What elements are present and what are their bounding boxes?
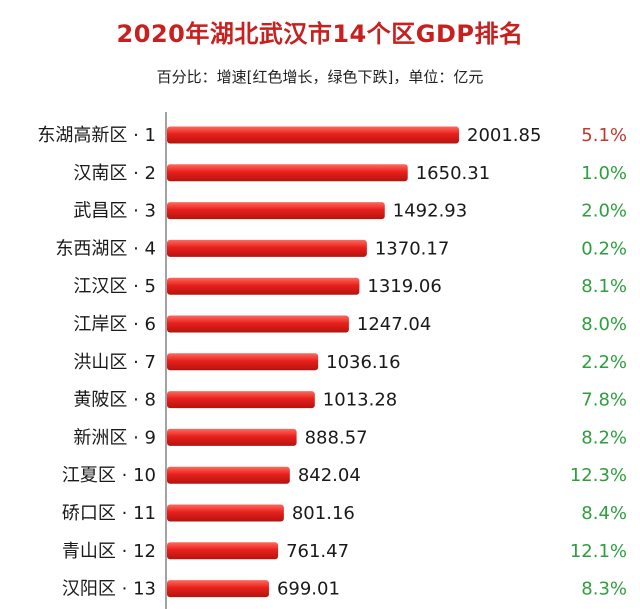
category-label: 新洲区 · 9 xyxy=(73,427,156,448)
value-label: 761.47 xyxy=(286,541,349,562)
chart-subtitle: 百分比：增速[红色增长，绿色下跌]，单位：亿元 xyxy=(156,68,484,86)
growth-label: 0.2% xyxy=(581,238,627,259)
category-label: 江汉区 · 5 xyxy=(73,276,156,297)
category-label: 东湖高新区 · 1 xyxy=(37,125,156,146)
value-label: 1370.17 xyxy=(375,238,449,259)
category-label: 江岸区 · 6 xyxy=(73,314,156,335)
category-label: 东西湖区 · 4 xyxy=(55,238,156,259)
category-label: 硚口区 · 11 xyxy=(62,503,156,524)
value-label: 1492.93 xyxy=(393,201,467,222)
bar xyxy=(167,239,367,257)
growth-label: 8.0% xyxy=(581,314,627,335)
value-label: 888.57 xyxy=(305,427,368,448)
value-label: 1036.16 xyxy=(326,352,400,373)
growth-label: 5.1% xyxy=(581,125,627,146)
value-label: 1247.04 xyxy=(357,314,431,335)
category-label: 汉南区 · 2 xyxy=(73,163,156,184)
growth-label: 8.2% xyxy=(581,427,627,448)
value-label: 1013.28 xyxy=(323,390,397,411)
bar xyxy=(167,353,319,371)
growth-label: 1.0% xyxy=(581,163,627,184)
bar xyxy=(167,428,297,446)
category-label: 洪山区 · 7 xyxy=(73,352,156,373)
growth-label: 7.8% xyxy=(581,390,627,411)
value-label: 801.16 xyxy=(292,503,355,524)
value-label: 1650.31 xyxy=(416,163,490,184)
bar xyxy=(167,504,284,522)
bar xyxy=(167,580,269,598)
bar xyxy=(167,542,279,560)
bar xyxy=(167,315,349,333)
growth-label: 12.1% xyxy=(570,541,627,562)
growth-label: 12.3% xyxy=(570,465,627,486)
bar xyxy=(167,277,360,295)
category-label: 汉阳区 · 13 xyxy=(62,579,156,600)
value-label: 1319.06 xyxy=(367,276,441,297)
growth-label: 2.2% xyxy=(581,352,627,373)
bar xyxy=(167,164,408,182)
bar xyxy=(167,126,459,144)
value-label: 842.04 xyxy=(298,465,361,486)
growth-label: 8.4% xyxy=(581,503,627,524)
category-label: 武昌区 · 3 xyxy=(73,201,156,222)
bar xyxy=(167,466,290,484)
category-label: 黄陂区 · 8 xyxy=(73,390,156,411)
value-label: 699.01 xyxy=(277,579,340,600)
category-label: 青山区 · 12 xyxy=(62,541,156,562)
category-label: 江夏区 · 10 xyxy=(62,465,156,486)
growth-label: 8.1% xyxy=(581,276,627,297)
chart-title: 2020年湖北武汉市14个区GDP排名 xyxy=(116,20,524,48)
value-label: 2001.85 xyxy=(467,125,541,146)
bar xyxy=(167,202,385,220)
growth-label: 8.3% xyxy=(581,579,627,600)
bar xyxy=(167,391,315,409)
growth-label: 2.0% xyxy=(581,201,627,222)
